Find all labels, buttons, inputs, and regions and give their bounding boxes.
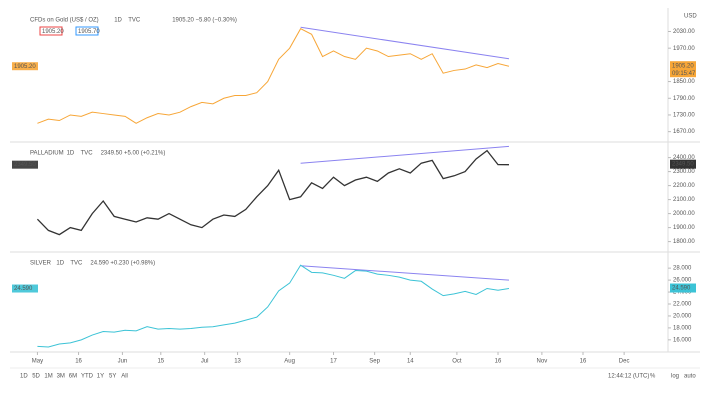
ask-box [75, 26, 99, 36]
series-name: PALLADIUM [30, 151, 64, 157]
currency-label: USD [684, 14, 697, 20]
y-tick-label: 2030.00 [673, 29, 695, 35]
price-line [37, 28, 510, 124]
source: TVC [128, 18, 141, 24]
x-tick-label: Sep [369, 359, 380, 365]
quote: 24.590 +0.230 (+0.98%) [90, 261, 155, 267]
price-badge: 24.590 [672, 286, 691, 292]
range-button[interactable]: All [121, 374, 128, 380]
source: TVC [70, 261, 83, 267]
price-badge: 2349.50 [672, 162, 694, 168]
y-tick-label: 2000.00 [673, 211, 695, 217]
price-line [37, 264, 510, 348]
countdown: 09:15:47 [672, 71, 696, 77]
scale-button[interactable]: auto [684, 374, 696, 380]
x-tick-label: Jul [201, 359, 209, 365]
pane-badge: 2349.50 [14, 162, 36, 168]
y-tick-label: 2400.00 [673, 155, 695, 161]
range-button[interactable]: 1D [20, 374, 28, 380]
interval: 1D [114, 18, 122, 24]
x-tick-label: 14 [407, 359, 414, 365]
y-tick-label: 24.000 [673, 290, 692, 296]
price-badge-bg [670, 159, 696, 169]
price-badge: 1905.20 [672, 63, 694, 69]
bid-box [39, 26, 63, 36]
y-tick-label: 22.000 [673, 302, 692, 308]
pane-badge: 24.590 [14, 286, 33, 292]
y-tick-label: 16.000 [673, 337, 692, 343]
x-tick-label: 16 [75, 359, 82, 365]
y-tick-label: 28.000 [673, 266, 692, 272]
y-tick-label: 2200.00 [673, 183, 695, 189]
range-button[interactable]: 5D [32, 374, 40, 380]
y-tick-label: 18.000 [673, 325, 692, 331]
x-tick-label: 17 [330, 359, 337, 365]
trend-line [300, 26, 510, 60]
pane-badge-bg [12, 284, 38, 293]
range-button[interactable]: 1Y [97, 374, 104, 380]
pane-badge-bg [12, 160, 38, 169]
price-line [36, 149, 509, 236]
y-tick-label: 1900.00 [673, 225, 695, 231]
quote: 2349.50 +5.00 (+0.21%) [101, 151, 166, 157]
x-tick-label: Oct [452, 359, 462, 365]
source: TVC [81, 151, 94, 157]
y-tick-label: 1850.00 [673, 79, 695, 85]
range-button[interactable]: 3M [57, 374, 65, 380]
series-name: CFDs on Gold (US$ / OZ) [30, 18, 99, 24]
series-name: SILVER [30, 261, 52, 267]
y-tick-label: 26.000 [673, 278, 692, 284]
y-tick-label: 1730.00 [673, 113, 695, 119]
range-button[interactable]: 1M [44, 374, 52, 380]
y-tick-label: 1970.00 [673, 46, 695, 52]
scale-button[interactable]: % [650, 374, 656, 380]
y-tick-label: 1800.00 [673, 239, 695, 245]
scale-button[interactable]: log [671, 374, 679, 380]
price-badge-bg [670, 283, 696, 293]
x-tick-label: Dec [619, 359, 630, 365]
x-tick-label: Jun [118, 359, 128, 365]
range-button[interactable]: 6M [69, 374, 77, 380]
ask: 1905.70 [78, 29, 100, 35]
quote: 1905.20 −5.80 (−0.30%) [172, 18, 237, 24]
interval: 1D [56, 261, 64, 267]
interval: 1D [67, 151, 75, 157]
x-tick-label: 16 [495, 359, 502, 365]
y-tick-label: 20.000 [673, 314, 692, 320]
x-tick-label: Nov [537, 359, 548, 365]
x-tick-label: May [32, 359, 43, 365]
trend-line [300, 145, 510, 164]
trend-line [300, 265, 510, 281]
x-tick-label: 13 [234, 359, 241, 365]
price-badge-bg [670, 61, 696, 78]
y-tick-label: 1670.00 [673, 129, 695, 135]
x-tick-label: 15 [157, 359, 164, 365]
range-button[interactable]: 5Y [109, 374, 116, 380]
y-tick-label: 1790.00 [673, 96, 695, 102]
range-button[interactable]: YTD [81, 374, 94, 380]
bid: 1905.20 [42, 29, 64, 35]
clock: 12:44:12 (UTC) [608, 374, 649, 380]
x-tick-label: 16 [580, 359, 587, 365]
y-tick-label: 2300.00 [673, 169, 695, 175]
y-tick-label: 2100.00 [673, 197, 695, 203]
x-tick-label: Aug [284, 359, 295, 365]
pane-badge: 1905.20 [14, 64, 36, 70]
pane-badge-bg [12, 62, 38, 71]
